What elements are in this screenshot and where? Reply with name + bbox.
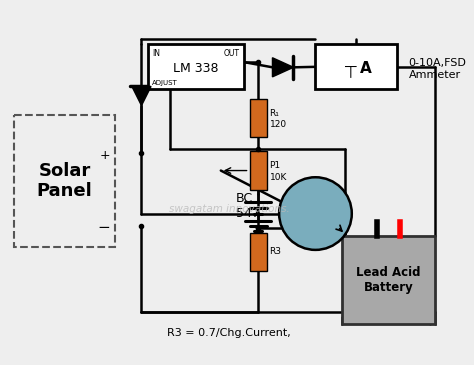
- Text: OUT: OUT: [224, 49, 240, 58]
- Polygon shape: [132, 87, 151, 105]
- Circle shape: [279, 177, 352, 250]
- Text: Lead Acid
Battery: Lead Acid Battery: [356, 265, 421, 293]
- Polygon shape: [273, 58, 293, 77]
- Bar: [249, 233, 267, 271]
- Text: ⊥: ⊥: [341, 60, 356, 78]
- Bar: [316, 45, 397, 89]
- Text: +: +: [100, 149, 110, 162]
- Text: 0-10A,FSD
Ammeter: 0-10A,FSD Ammeter: [409, 58, 466, 80]
- Text: −: −: [97, 220, 110, 235]
- Text: ADJUST: ADJUST: [152, 80, 178, 87]
- Text: Solar
Panel: Solar Panel: [36, 162, 92, 200]
- Text: R3 = 0.7/Chg.Current,: R3 = 0.7/Chg.Current,: [167, 328, 291, 338]
- Bar: [14, 115, 115, 247]
- Text: IN: IN: [152, 49, 160, 58]
- Bar: [342, 235, 435, 323]
- Bar: [148, 45, 244, 89]
- Text: LM 338: LM 338: [173, 62, 219, 75]
- Text: 10K: 10K: [270, 173, 287, 182]
- Text: P1: P1: [270, 161, 281, 170]
- Text: swagatam innovations.: swagatam innovations.: [169, 204, 290, 214]
- Text: A: A: [360, 61, 372, 76]
- Text: R3: R3: [270, 247, 282, 256]
- Bar: [249, 99, 267, 137]
- Text: BC
547: BC 547: [236, 192, 260, 220]
- Bar: [249, 151, 267, 190]
- Text: 120: 120: [270, 120, 287, 129]
- Text: R₁: R₁: [270, 109, 280, 118]
